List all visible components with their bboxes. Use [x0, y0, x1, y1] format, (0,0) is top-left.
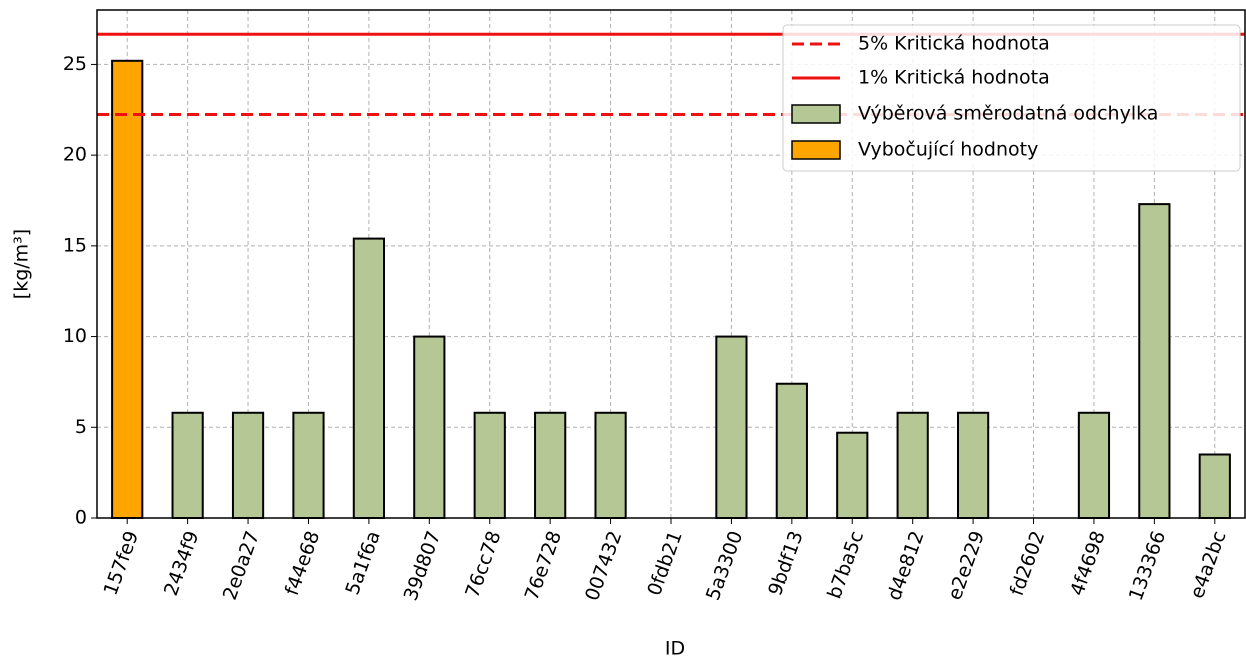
bar — [594, 411, 627, 519]
x-axis-label: ID — [665, 638, 685, 659]
legend-swatch — [791, 140, 841, 160]
x-tick-label: 76e728 — [521, 528, 566, 603]
bar — [957, 411, 990, 519]
y-tick-label: 0 — [75, 507, 87, 529]
y-axis-label: [kg/m³] — [11, 229, 33, 299]
x-tick-label: fd2602 — [1006, 528, 1050, 599]
bar — [352, 237, 385, 519]
x-tick-label: 39d807 — [400, 528, 445, 604]
x-tick-label: 0fdb21 — [643, 528, 687, 599]
x-tick-label: e2e229 — [944, 528, 989, 603]
x-tick-label: e4a2bc — [1186, 528, 1231, 601]
legend-swatch — [791, 104, 841, 124]
bar — [1138, 203, 1171, 519]
bar — [292, 411, 325, 519]
bar — [534, 411, 567, 519]
x-tick-label: 4f4698 — [1066, 528, 1110, 599]
bar — [715, 335, 748, 520]
bar — [1077, 411, 1111, 519]
legend-label: Vybočující hodnoty — [858, 139, 1038, 161]
bar — [896, 411, 929, 519]
plot-frame — [96, 9, 1246, 519]
y-tick-label: 25 — [63, 53, 87, 75]
y-tick-label: 15 — [63, 234, 87, 256]
legend-label: 1% Kritická hodnota — [858, 67, 1050, 89]
legend-label: 5% Kritická hodnota — [858, 33, 1050, 55]
y-tick-label: 5 — [75, 416, 87, 438]
x-tick-label: 9bdf13 — [764, 528, 808, 599]
x-tick-label: 007432 — [581, 528, 626, 604]
x-tick-label: d4e812 — [883, 528, 928, 603]
bar — [171, 411, 204, 519]
y-tick-label: 10 — [63, 325, 87, 347]
bar — [775, 382, 808, 519]
legend: 5% Kritická hodnota 1% Kritická hodnota Vý… — [782, 24, 1241, 172]
x-tick-label: 157fe9 — [100, 528, 143, 598]
bar — [111, 59, 144, 520]
bar — [473, 411, 506, 519]
bar — [413, 335, 446, 520]
x-tick-label: b7ba5c — [823, 528, 868, 602]
x-tick-label: 76cc78 — [461, 528, 505, 601]
y-tick-label: 20 — [63, 144, 87, 166]
x-tick-label: 5a1f6a — [341, 528, 384, 598]
legend-box — [782, 24, 1241, 172]
x-tick-label: 2434f9 — [160, 528, 204, 599]
bar — [231, 411, 265, 519]
bar — [1198, 453, 1231, 519]
bar — [836, 431, 869, 520]
x-tick-label: 2e0a27 — [219, 528, 264, 603]
legend-label: Výběrová směrodatná odchylka — [858, 103, 1158, 125]
x-tick-label: f44e68 — [281, 528, 324, 598]
x-tick-label: 133366 — [1125, 528, 1170, 604]
x-tick-label: 5a3300 — [702, 528, 747, 603]
